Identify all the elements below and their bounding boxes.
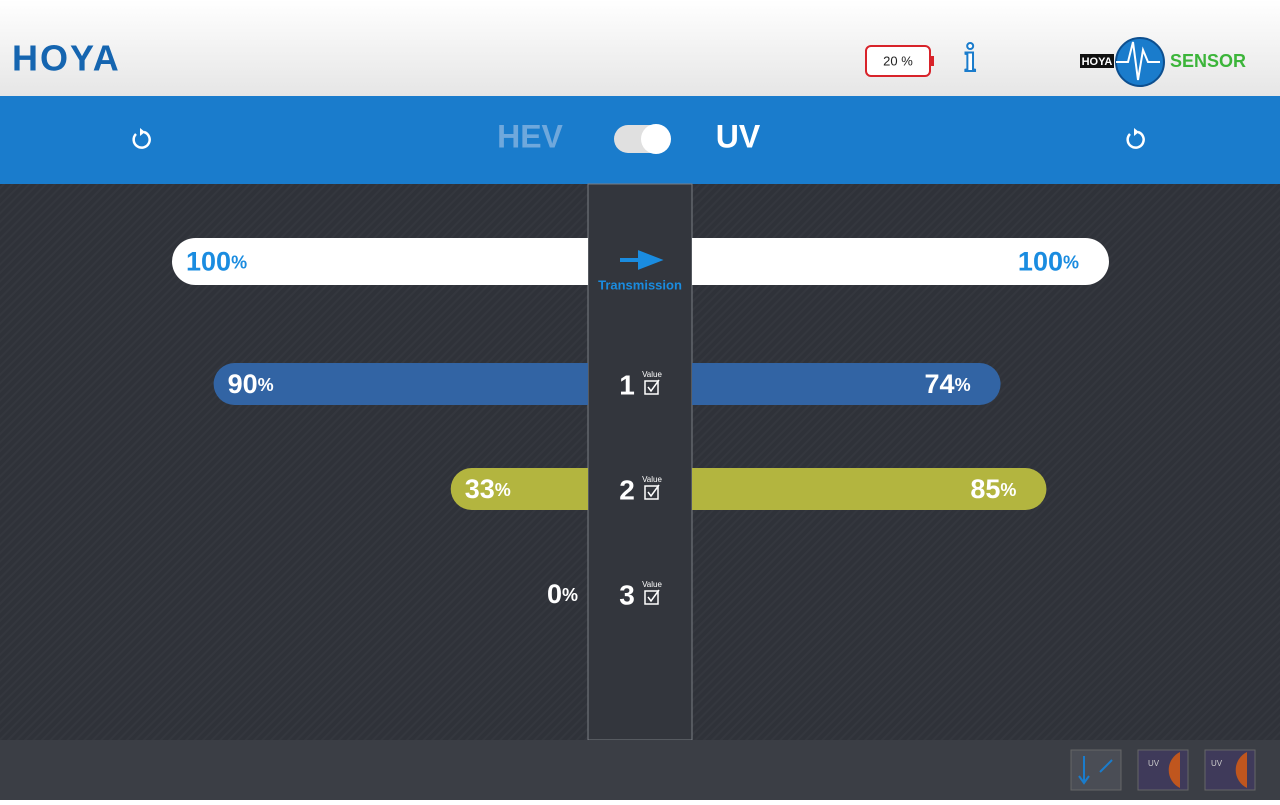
row-tag: Value bbox=[642, 370, 662, 379]
reset-right[interactable] bbox=[1126, 128, 1145, 149]
percent-value: 33 bbox=[465, 474, 495, 504]
row-tag: Value bbox=[642, 580, 662, 589]
footer-eye-2 bbox=[1235, 752, 1247, 788]
info-button[interactable]: i bbox=[963, 34, 976, 81]
percent-unit: % bbox=[1000, 480, 1016, 500]
uv-bar bbox=[692, 238, 1109, 285]
percent-unit: % bbox=[258, 375, 274, 395]
hev-bar bbox=[172, 238, 588, 285]
row-check bbox=[647, 589, 660, 603]
percent-label: 74% bbox=[925, 369, 971, 399]
row-number: 2 bbox=[619, 474, 635, 505]
footer-button-3[interactable] bbox=[1204, 749, 1256, 791]
row-checkbox[interactable] bbox=[644, 590, 659, 605]
sensor-label: SENSOR bbox=[1170, 51, 1246, 71]
toggle-right-label: UV bbox=[716, 118, 761, 154]
footer-button-2[interactable] bbox=[1137, 749, 1189, 791]
percent-value: 85 bbox=[970, 474, 1000, 504]
footer-icon-1 bbox=[1078, 756, 1113, 785]
footer-uv-2: UV bbox=[1211, 759, 1223, 768]
sensor-brand: HOYA bbox=[1082, 56, 1113, 68]
battery-level: 20 % bbox=[883, 53, 913, 68]
reset-left[interactable] bbox=[132, 128, 151, 149]
transmission-label: Transmission bbox=[598, 277, 682, 292]
uv-bar bbox=[692, 363, 1001, 405]
row-number: 1 bbox=[619, 369, 635, 400]
percent-unit: % bbox=[495, 480, 511, 500]
percent-label: 100% bbox=[1018, 247, 1079, 277]
battery-tip bbox=[930, 56, 934, 66]
percent-unit: % bbox=[562, 585, 578, 605]
percent-label: 0% bbox=[547, 579, 578, 609]
percent-value: 100 bbox=[1018, 247, 1063, 277]
footer-eye-1 bbox=[1168, 752, 1180, 788]
row-checkbox[interactable] bbox=[644, 485, 659, 500]
row-checkbox[interactable] bbox=[644, 380, 659, 395]
percent-label: 90% bbox=[228, 369, 274, 399]
row-tag: Value bbox=[642, 475, 662, 484]
hev-bar bbox=[213, 363, 588, 405]
percent-unit: % bbox=[1063, 252, 1079, 272]
toggle-knob bbox=[641, 124, 671, 154]
percent-label: 33% bbox=[465, 474, 511, 504]
hev-bar bbox=[450, 468, 588, 510]
uv-bar bbox=[692, 468, 1047, 510]
header bbox=[0, 0, 1280, 96]
toggle-left-label: HEV bbox=[497, 118, 563, 154]
logo: HOYA bbox=[12, 38, 121, 79]
percent-unit: % bbox=[955, 375, 971, 395]
row-check bbox=[647, 379, 660, 393]
percent-value: 90 bbox=[228, 369, 258, 399]
percent-label: 100% bbox=[186, 247, 247, 277]
percent-label: 85% bbox=[970, 474, 1016, 504]
sensor-brand-bg bbox=[1080, 54, 1114, 68]
row-check bbox=[647, 484, 660, 498]
percent-value: 74 bbox=[925, 369, 955, 399]
percent-unit: % bbox=[231, 252, 247, 272]
footer-uv-1: UV bbox=[1148, 759, 1160, 768]
percent-value: 100 bbox=[186, 247, 231, 277]
transmission-icon bbox=[620, 250, 664, 270]
sensor-wave bbox=[1116, 41, 1160, 81]
percent-value: 0 bbox=[547, 579, 562, 609]
footer-button-1[interactable] bbox=[1070, 749, 1122, 791]
row-number: 3 bbox=[619, 579, 635, 610]
footer bbox=[0, 740, 1280, 800]
